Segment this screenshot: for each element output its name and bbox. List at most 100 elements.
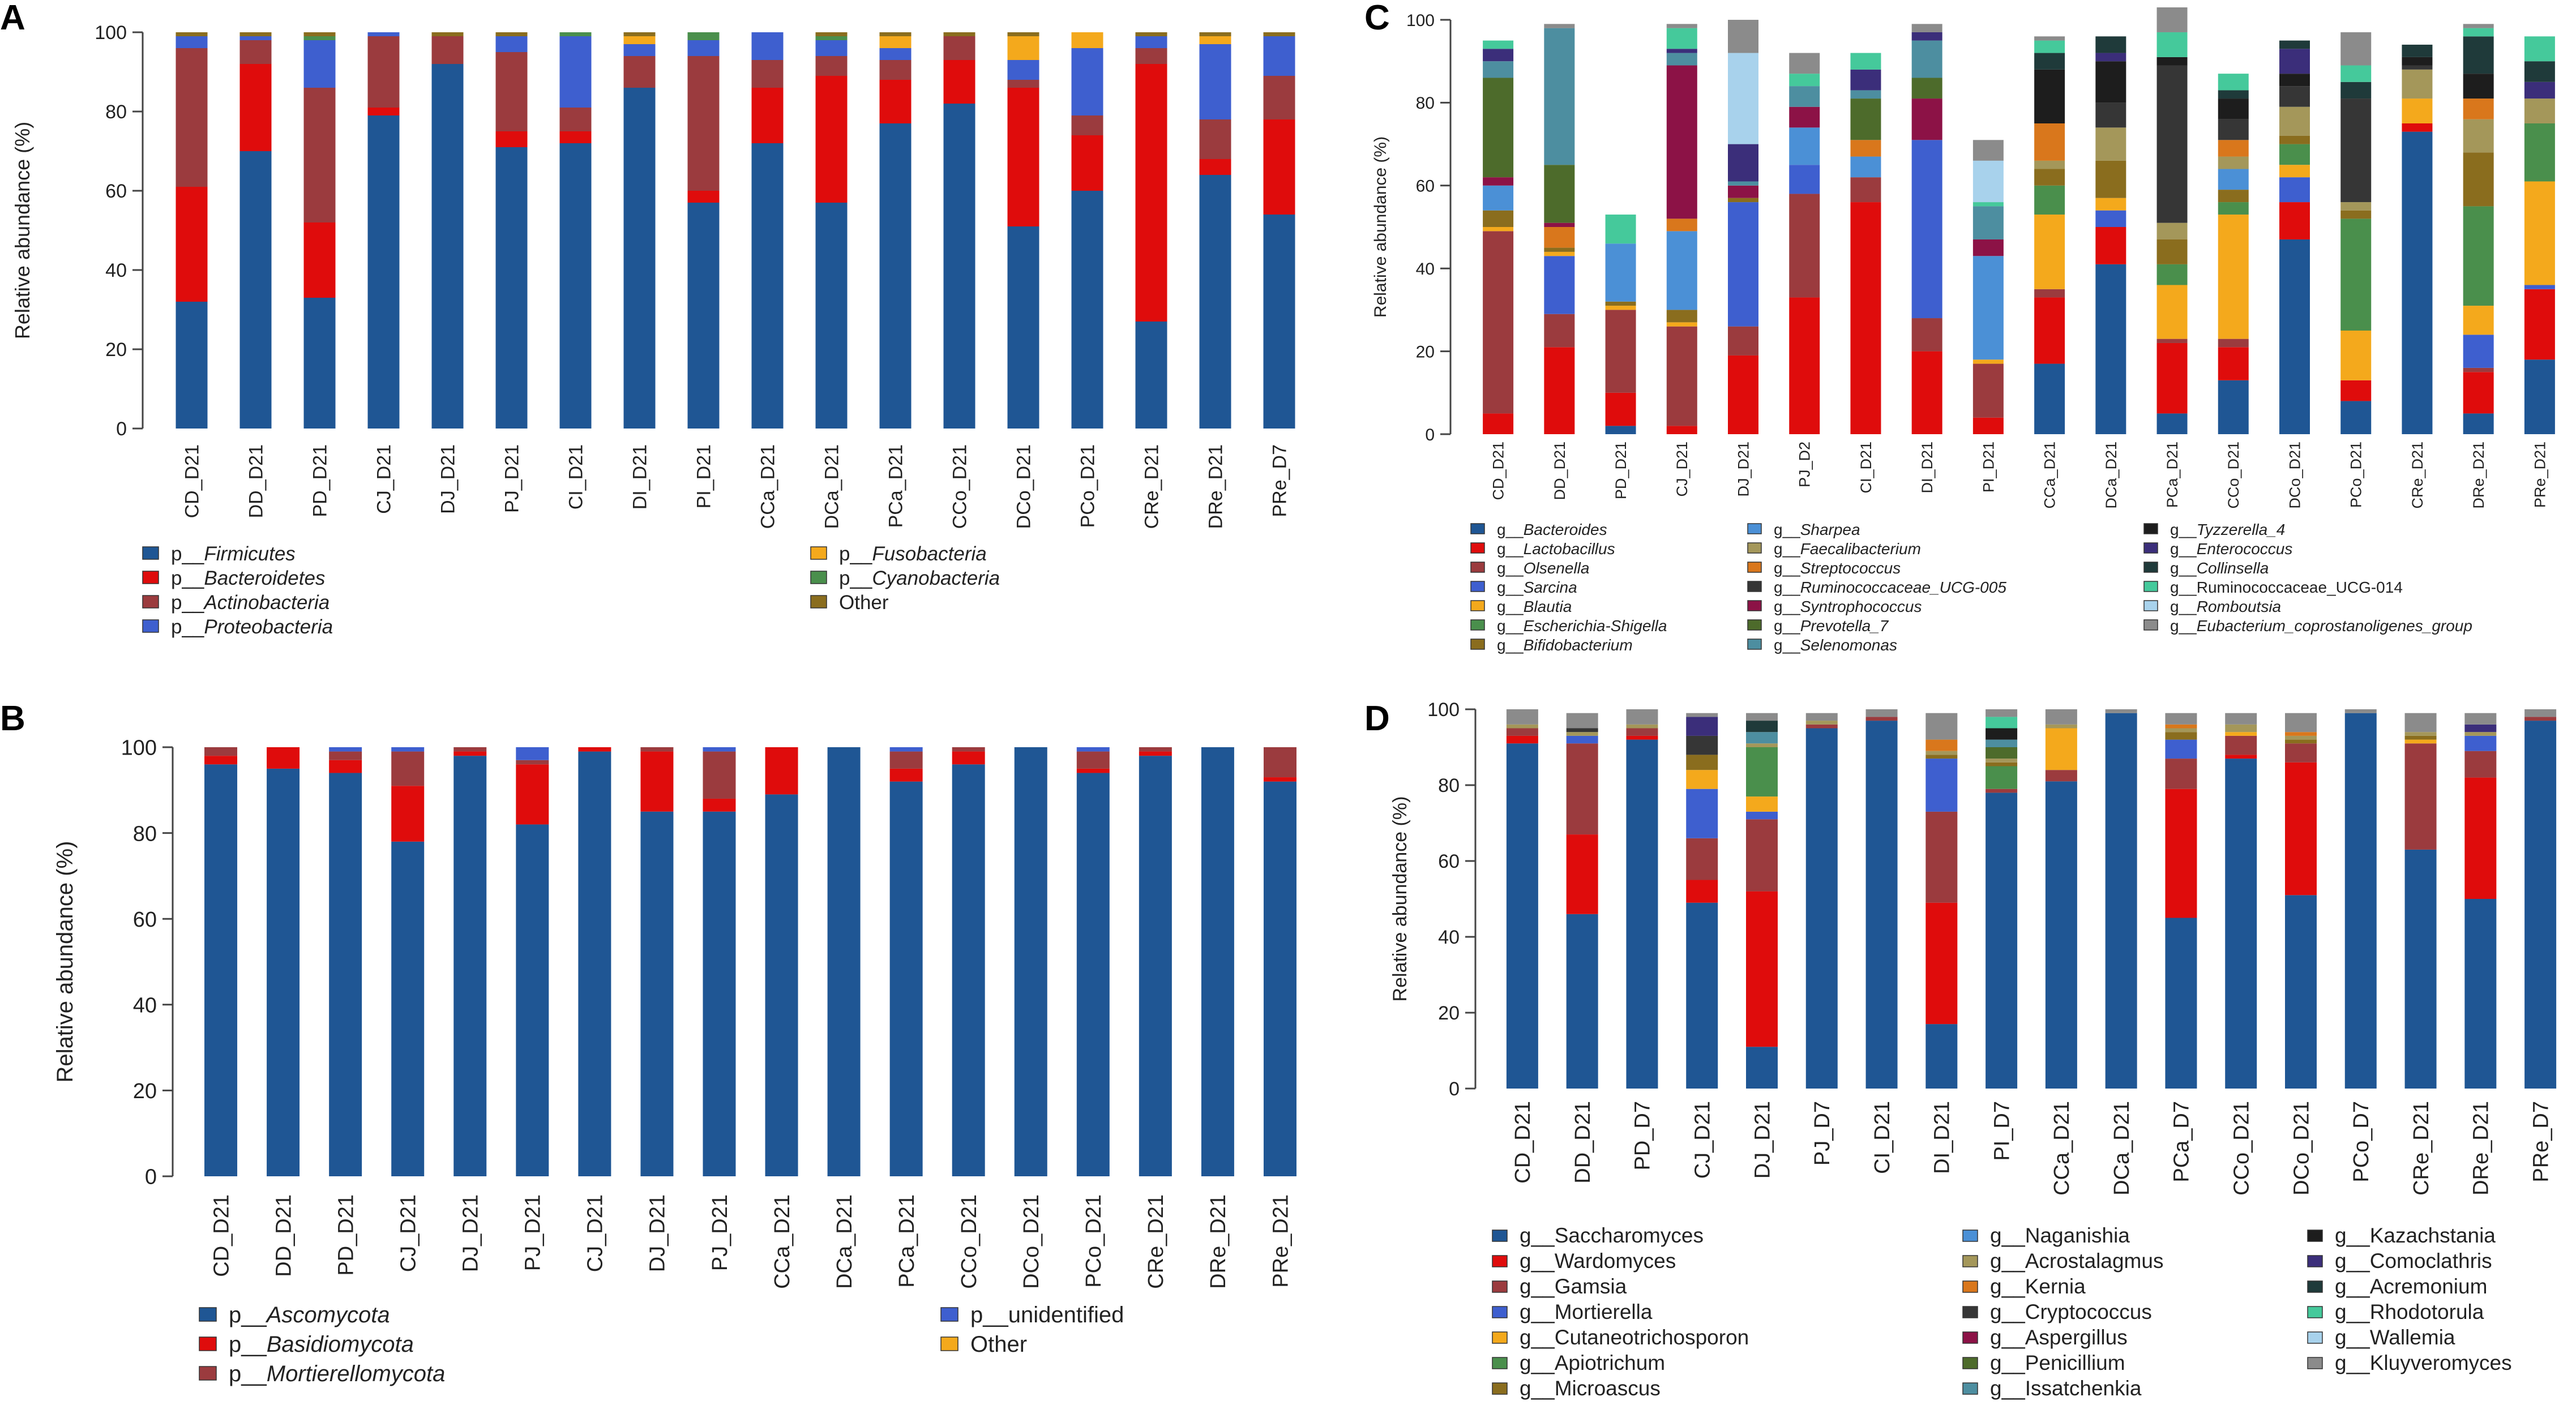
y-tick-label: 60	[1438, 851, 1460, 872]
bar-pca-d7	[2165, 713, 2197, 1089]
bar-segment-firmicutes	[367, 115, 400, 429]
bar-pco-d7	[2344, 709, 2377, 1089]
bar-segment-gamsia	[2165, 759, 2197, 789]
bar-segment-enterococcus	[1728, 144, 1758, 182]
bar-segment-faecalibacterium	[2156, 222, 2188, 239]
legend-item-sarcina: g__Sarcina	[1470, 579, 1577, 596]
bar-segment-olsenella	[1972, 363, 2004, 418]
bar-segment-ascomycota	[703, 811, 736, 1176]
legend-label: g__Eubacterium_coprostanoligenes_group	[2170, 617, 2472, 635]
y-axis-title: Relative abundance (%)	[1389, 796, 1411, 1002]
legend-item-penicillium: g__Penicillium	[1962, 1351, 2125, 1374]
bar-segment-escherichia-shigella	[2340, 219, 2372, 331]
legend-swatch	[1492, 1229, 1508, 1242]
bar-segment-actinobacteria	[751, 60, 784, 88]
bar-segment-gamsia	[1506, 728, 1538, 736]
legend-swatch	[1962, 1306, 1978, 1318]
bar-segment-gamsia	[1686, 838, 1718, 880]
y-tick-label: 100	[1406, 11, 1435, 30]
bar-pre-d21	[1263, 747, 1296, 1176]
legend-swatch	[2143, 600, 2158, 611]
legend-item-faecalibacterium: g__Faecalibacterium	[1747, 540, 1921, 558]
bar-segment-bifidobacterium	[2218, 190, 2249, 203]
bar-segment-saccharomyces	[1506, 743, 1538, 1089]
bar-segment-mortierella	[1925, 759, 1958, 812]
bar-segment-prevotella-7	[1850, 98, 1881, 140]
bar-segment-mortierellomycota	[889, 751, 923, 769]
bar-segment-penicillium	[1986, 747, 2018, 759]
bar-segment-other	[943, 32, 975, 36]
bar-segment-bacteroides	[2279, 239, 2310, 434]
bar-segment-mortierellomycota	[640, 747, 674, 752]
bar-dd-d21	[267, 747, 300, 1176]
legend-swatch	[1747, 600, 1762, 611]
bar-segment-actinobacteria	[1071, 115, 1103, 135]
bar-segment-firmicutes	[751, 143, 784, 429]
x-tick-label: DCa_D21	[821, 444, 842, 529]
bar-segment-escherichia-shigella	[2034, 185, 2065, 215]
bar-segment-collinsella	[2034, 53, 2065, 70]
legend-label: g__Acremonium	[2335, 1275, 2487, 1298]
legend-swatch	[940, 1336, 958, 1351]
x-tick-label: CJ_D21	[584, 1194, 607, 1272]
bar-dd-d21	[239, 32, 272, 429]
bar-segment-faecalibacterium	[2402, 69, 2433, 99]
bar-segment-saccharomyces	[1986, 792, 2018, 1089]
bar-pd-d7	[1626, 709, 1658, 1089]
bar-segment-proteobacteria	[303, 40, 336, 88]
bar-segment-cyanobacteria	[687, 32, 720, 40]
bar-segment-lactobacillus	[2524, 289, 2555, 360]
bar-dj-d21	[431, 32, 464, 429]
bar-segment-selenomonas	[1850, 90, 1881, 99]
legend-label: g__Acrostalagmus	[1990, 1249, 2163, 1273]
legend-item-bacteroides: g__Bacteroides	[1470, 521, 1607, 538]
bar-segment-unidentified	[1076, 747, 1110, 752]
x-tick-label: PCo_D21	[1082, 1194, 1106, 1288]
bar-segment-ascomycota	[1014, 747, 1047, 1176]
bar-segment-bifidobacterium	[1483, 210, 1514, 227]
panel-d: D 0 20 40 60 80 100 Relative abundance (%) CD_D2…	[1364, 699, 2557, 1400]
bar-segment-microascus	[1686, 755, 1718, 770]
bar-segment-kluyveromyces	[2225, 713, 2257, 725]
bar-segment-lactobacillus	[2402, 123, 2433, 132]
legend-item-olsenella: g__Olsenella	[1470, 559, 1589, 577]
legend-label: g__Lactobacillus	[1497, 540, 1615, 558]
y-tick-label: 0	[1425, 426, 1435, 444]
legend-label: g__Streptococcus	[1774, 559, 1901, 577]
legend-swatch	[1492, 1357, 1508, 1369]
bar-pj-d21	[516, 747, 549, 1176]
legend-item-issatchenkia: g__Issatchenkia	[1962, 1377, 2142, 1400]
bar-segment-blautia	[1544, 251, 1575, 256]
y-tick-label: 20	[1416, 342, 1435, 361]
bar-segment-basidiomycota	[578, 747, 611, 752]
legend-item-bifidobacterium: g__Bifidobacterium	[1470, 636, 1633, 654]
bar-segment-fusobacteria	[1199, 36, 1231, 44]
legend-label: g__Kazachstania	[2335, 1224, 2496, 1247]
bar-pd-d21	[329, 747, 362, 1176]
bar-cj-d21	[578, 747, 611, 1176]
x-tick-label: CRe_D21	[2409, 442, 2426, 509]
bar-segment-other	[623, 32, 656, 36]
bar-segment-eubacterium-coprostanoligenes-group	[1666, 24, 1697, 28]
bar-segment-lactobacillus	[1911, 351, 1942, 434]
bar-segment-bacteroidetes	[176, 187, 208, 302]
y-tick-label: 0	[1449, 1078, 1460, 1100]
bar-dca-d21	[2095, 36, 2126, 434]
bar-segment-kluyveromyces	[2165, 713, 2197, 725]
legend-item-fusobacteria: p__Fusobacteria	[810, 543, 987, 565]
bar-segment-other	[1135, 32, 1167, 36]
bar-segment-eubacterium-coprostanoligenes-group	[2156, 7, 2188, 32]
legend: p__Ascomycota p__Basidiomycota p__Mortiere…	[199, 1303, 1124, 1386]
legend-item-ascomycota: p__Ascomycota	[199, 1303, 390, 1327]
x-tick-label: DCo_D21	[2286, 442, 2303, 509]
bar-segment-olsenella	[2034, 289, 2065, 298]
bar-segment-mortierella	[1746, 811, 1778, 820]
bar-segment-olsenella	[2463, 367, 2494, 372]
bar-segment-acrostalagmus	[2225, 724, 2257, 732]
bar-segment-kluyveromyces	[1805, 713, 1838, 721]
bar-segment-saccharomyces	[1746, 1047, 1778, 1089]
bar-segment-mortierellomycota	[516, 760, 549, 765]
bar-segment-eubacterium-coprostanoligenes-group	[2463, 24, 2494, 28]
bar-segment-ruminococcaceae-ucg-014	[1483, 40, 1514, 49]
